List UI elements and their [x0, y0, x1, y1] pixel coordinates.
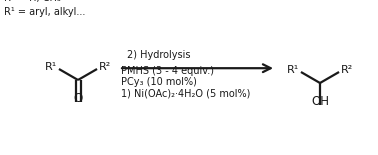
Text: 2) Hydrolysis: 2) Hydrolysis	[127, 50, 191, 60]
Text: R¹ = aryl, alkyl...: R¹ = aryl, alkyl...	[4, 7, 85, 17]
Text: OH: OH	[311, 95, 329, 108]
Text: R² = H, CH₃: R² = H, CH₃	[4, 0, 61, 3]
Text: R¹: R¹	[45, 62, 57, 72]
Text: R²: R²	[99, 62, 111, 72]
Text: PMHS (3 - 4 equiv.): PMHS (3 - 4 equiv.)	[121, 66, 214, 76]
Text: R²: R²	[341, 65, 353, 75]
Text: O: O	[73, 92, 83, 105]
Text: PCy₃ (10 mol%): PCy₃ (10 mol%)	[121, 77, 197, 87]
Text: 1) Ni(OAc)₂·4H₂O (5 mol%): 1) Ni(OAc)₂·4H₂O (5 mol%)	[121, 88, 251, 98]
Text: R¹: R¹	[287, 65, 299, 75]
